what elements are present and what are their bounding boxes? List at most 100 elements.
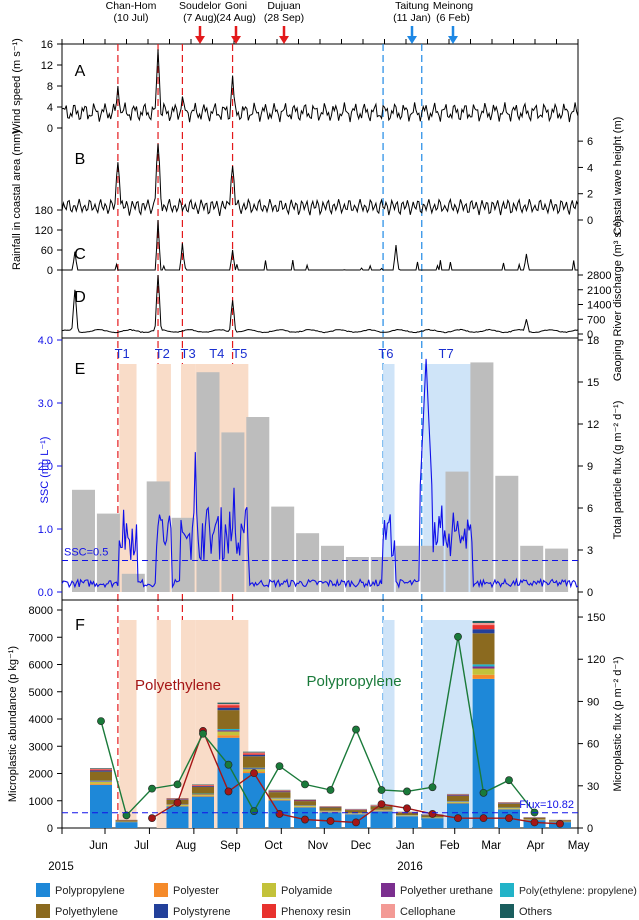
f-abundance-segment <box>217 737 240 828</box>
e-flux-bar <box>196 372 220 592</box>
e-ytick-right-label: 18 <box>587 335 599 347</box>
f-pp-flux-point <box>454 632 462 641</box>
f-abundance-segment <box>447 794 469 796</box>
legend-poly-ethylene-propylene: Poly(ethylene: propylene) <box>500 883 637 897</box>
f-flux-threshold-label: Flux=10.82 <box>519 799 574 811</box>
f-abundance-segment <box>192 787 214 794</box>
f-abundance-segment <box>472 664 495 667</box>
x-month-label-Aug: Aug <box>176 840 196 852</box>
line-series-B <box>61 143 579 216</box>
f-pe-flux-point <box>479 814 488 823</box>
f-pp-flux-point <box>326 786 335 794</box>
f-ytick-left-label: 5000 <box>29 687 53 699</box>
e-ssc-line <box>61 358 579 589</box>
f-abundance-segment <box>243 752 265 754</box>
event-name-4: Taitung <box>395 0 429 12</box>
f-pe-flux-point <box>454 814 462 823</box>
d-ytick-label: 700 <box>587 314 605 326</box>
period-label-T1: T1 <box>115 346 130 361</box>
f-pp-flux-point <box>224 760 233 769</box>
b-ytick-label: 0 <box>587 215 593 227</box>
a-ytick-label: 8 <box>47 81 53 93</box>
f-pe-flux-point <box>301 815 309 824</box>
f-pe-flux-point <box>556 819 564 828</box>
f-abundance-segment <box>472 633 495 665</box>
event-arrow-head <box>195 36 205 44</box>
e-ytick-left-label: 4.0 <box>38 335 53 347</box>
f-abundance-segment <box>370 811 393 828</box>
panel-label-f: F <box>75 617 85 634</box>
f-pe-flux-point <box>505 814 513 823</box>
e-ytick-right-label: 9 <box>587 461 593 473</box>
f-pp-flux-point <box>148 784 156 793</box>
f-pp-flux-point <box>428 783 437 792</box>
f-ytick-left-label: 0 <box>47 823 53 835</box>
c-ytick-label: 180 <box>35 205 53 217</box>
event-date-1: (7 Aug) <box>183 12 217 24</box>
f-pe-label: Polyethylene <box>135 677 221 694</box>
f-abundance-segment <box>115 820 138 822</box>
period-label-T7: T7 <box>439 346 454 361</box>
event-name-2: Goni <box>225 0 247 12</box>
f-abundance-segment <box>472 674 495 679</box>
e-flux-bar <box>495 475 519 592</box>
a-ytick-label: 0 <box>47 123 53 135</box>
e-flux-bar <box>171 517 195 592</box>
f-pe-flux-point <box>530 818 539 827</box>
f-abundance-segment <box>217 705 240 708</box>
x-month-label-Nov: Nov <box>308 840 329 852</box>
f-abundance-segment <box>498 808 520 809</box>
f-pp-label: Polypropylene <box>306 673 401 690</box>
f-abundance-segment <box>192 786 214 788</box>
event-date-4: (11 Jan) <box>393 12 431 24</box>
f-period-shade <box>180 620 196 828</box>
b-ytick-label: 6 <box>587 136 593 148</box>
f-abundance-segment <box>498 802 520 804</box>
f-abundance-segment <box>243 767 265 769</box>
e-flux-bar <box>296 533 320 592</box>
f-abundance-segment <box>472 668 495 675</box>
panel-label-b: B <box>75 151 86 168</box>
e-flux-bar <box>96 513 120 592</box>
f-pe-flux-point <box>275 810 284 818</box>
f-pp-flux-point <box>352 725 360 734</box>
f-abundance-segment <box>396 812 418 816</box>
f-abundance-segment <box>472 620 495 623</box>
f-ytick-right-label: 60 <box>587 739 599 751</box>
f-abundance-segment <box>90 769 112 771</box>
e-ytick-left-label: 0.0 <box>38 587 53 599</box>
a-ytick-label: 4 <box>47 102 53 114</box>
f-abundance-segment <box>217 702 240 704</box>
f-pe-flux-point <box>224 787 233 796</box>
event-arrow-head <box>448 36 458 44</box>
line-series-A <box>61 49 579 123</box>
f-abundance-segment <box>90 781 112 782</box>
x-month-label-Jul: Jul <box>134 840 149 852</box>
f-abundance-segment <box>166 806 189 828</box>
f-abundance-segment <box>90 768 112 770</box>
event-date-0: (10 Jul) <box>113 12 148 24</box>
e-ylabel-right: Total particle flux (g m⁻² d⁻¹) <box>612 401 624 540</box>
f-pe-flux-point <box>326 817 335 825</box>
f-period-shade <box>156 620 171 828</box>
e-ytick-right-label: 6 <box>587 503 593 515</box>
d-ytick-label: 0 <box>587 329 593 341</box>
d-ytick-label: 2100 <box>587 285 611 297</box>
c-ytick-label: 60 <box>41 245 53 257</box>
e-ytick-right-label: 15 <box>587 377 599 389</box>
e-ytick-right-label: 3 <box>587 545 593 557</box>
e-flux-bar <box>445 471 469 592</box>
d-ylabel: Gaoping River discharge (m³ s⁻¹) <box>612 219 624 381</box>
f-abundance-segment <box>472 666 495 669</box>
f-abundance-segment <box>90 770 112 772</box>
f-ylabel-left: Microplastic abundance (p kg⁻¹) <box>7 646 19 802</box>
f-abundance-segment <box>268 799 291 801</box>
period-label-T3: T3 <box>181 346 196 361</box>
f-abundance-segment <box>268 798 291 800</box>
f-abundance-segment <box>421 818 444 828</box>
f-abundance-segment <box>472 625 495 630</box>
f-abundance-segment <box>90 780 112 782</box>
event-date-5: (6 Feb) <box>436 12 470 24</box>
f-pp-flux-point <box>250 807 258 816</box>
